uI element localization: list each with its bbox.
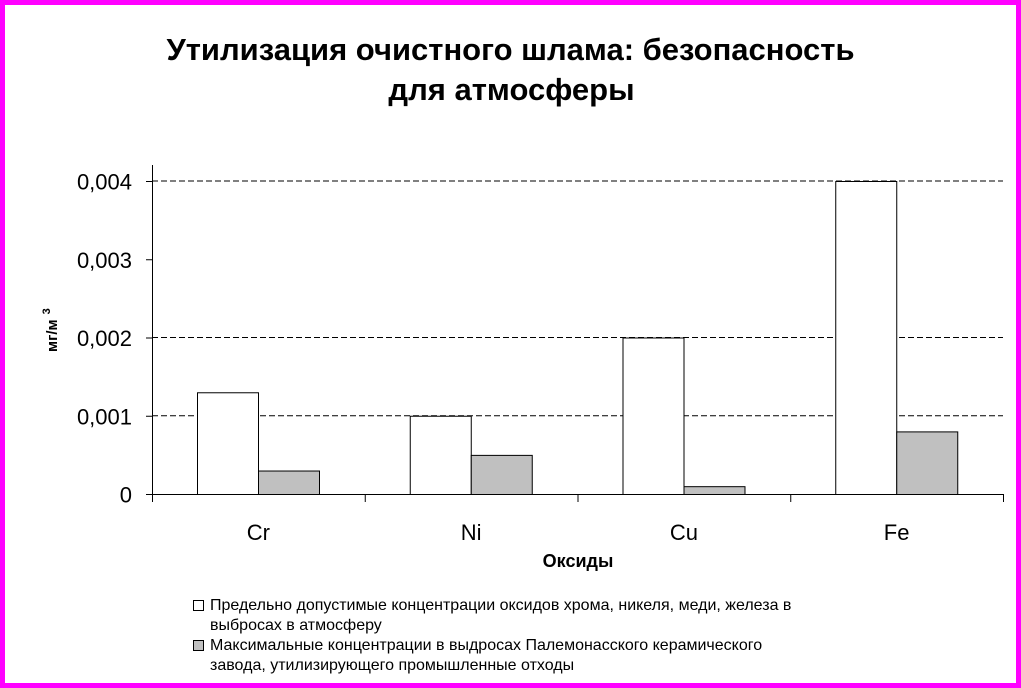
legend: Предельно допустимые концентрации оксидо… — [193, 596, 910, 676]
legend-label-limit-line-1: Предельно допустимые концентрации оксидо… — [210, 597, 792, 614]
legend-swatch-measured — [193, 640, 204, 651]
chart-title: Утилизация очистного шлама: безопасность… — [0, 30, 1021, 110]
bar-cr-series-2 — [258, 470, 320, 495]
x-tick-label-fe: Fe — [884, 520, 910, 545]
x-tick-label-cu: Cu — [670, 520, 698, 545]
y-axis-title-superscript: 3 — [41, 308, 53, 314]
legend-swatch-limit — [193, 600, 204, 611]
y-tick-label-3: 0,003 — [77, 248, 132, 273]
y-axis-title-unit: мг/м — [44, 319, 61, 352]
chart-title-line-1: Утилизация очистного шлама: безопасность — [166, 32, 855, 67]
bar-ni-series-2 — [470, 454, 533, 495]
y-tick-label-0: 0 — [120, 483, 132, 508]
y-tick-label-1: 0,001 — [77, 404, 132, 429]
y-axis-title: мг/м 3 — [41, 308, 61, 352]
chart-title-line-2: для атмосферы — [388, 72, 635, 107]
bar-fe-series-1 — [835, 181, 898, 495]
legend-label-limit-line-2: выбросах в атмосферу — [210, 617, 382, 634]
bar-fe-series-2 — [896, 431, 959, 495]
bar-cr-series-1 — [197, 392, 259, 495]
bar-cu-series-1 — [622, 337, 685, 495]
x-tick-label-ni: Ni — [461, 520, 482, 545]
legend-item-measured: Максимальные концентрации в выдросах Пал… — [193, 636, 910, 676]
legend-label-measured-line-1: Максимальные концентрации в выдросах Пал… — [210, 637, 763, 654]
y-tick-label-4: 0,004 — [77, 170, 132, 195]
legend-item-limit: Предельно допустимые концентрации оксидо… — [193, 596, 910, 636]
x-tick-label-cr: Cr — [247, 520, 270, 545]
y-tick-label-2: 0,002 — [77, 326, 132, 351]
bar-ni-series-1 — [409, 415, 472, 495]
x-axis-title: Оксиды — [543, 551, 614, 571]
legend-label-measured-line-2: завода, утилизирующего промышленные отхо… — [210, 657, 575, 674]
bar-cu-series-2 — [683, 486, 746, 495]
